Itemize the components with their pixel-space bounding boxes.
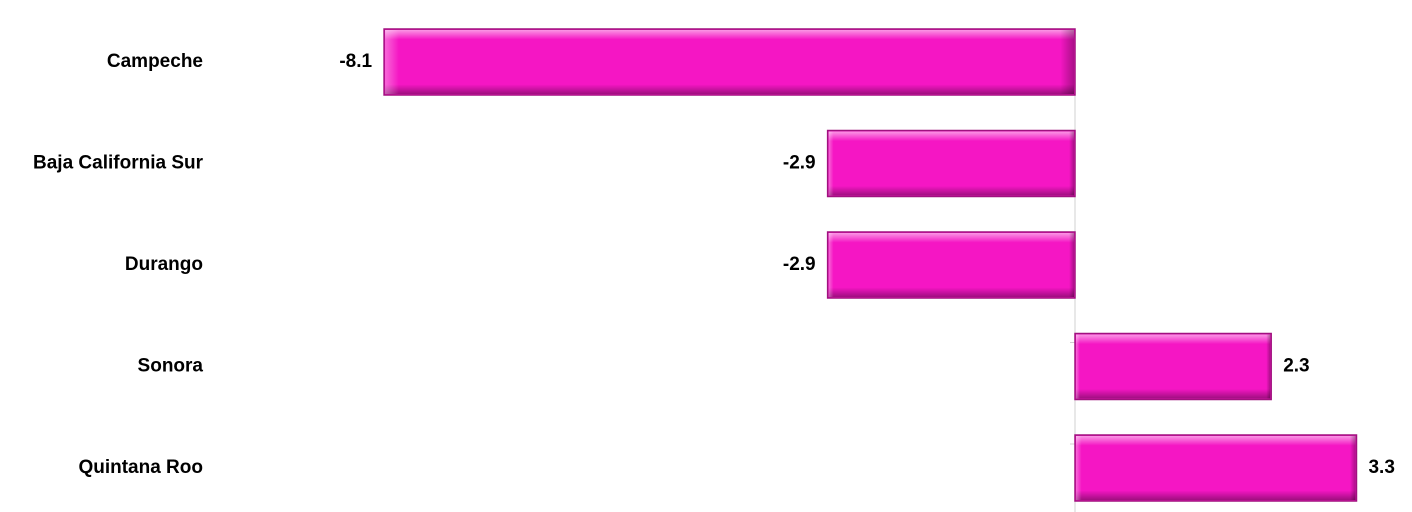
bar	[383, 28, 1076, 96]
bar-bevel-side	[1076, 436, 1356, 500]
bar-bevel-side	[385, 30, 1074, 94]
category-label: Baja California Sur	[33, 153, 204, 174]
value-label: 3.3	[1368, 457, 1394, 478]
bars	[383, 28, 1358, 502]
labels: Campeche -8.1 Baja California Sur -2.9 Duran…	[33, 51, 1395, 478]
bar-bevel-side	[828, 233, 1074, 297]
value-label: -8.1	[339, 51, 372, 72]
value-label: -2.9	[783, 254, 816, 275]
bar-bevel-side	[1076, 334, 1271, 399]
bar	[826, 129, 1076, 198]
category-label: Durango	[125, 254, 203, 275]
category-label: Campeche	[107, 51, 203, 72]
category-label: Sonora	[138, 356, 204, 377]
value-label: -2.9	[783, 153, 816, 174]
bar-bevel-side	[828, 131, 1074, 196]
bar	[1074, 332, 1272, 401]
bar	[1074, 434, 1358, 502]
category-label: Quintana Roo	[78, 457, 203, 478]
bar	[826, 231, 1076, 299]
value-label: 2.3	[1283, 356, 1309, 377]
